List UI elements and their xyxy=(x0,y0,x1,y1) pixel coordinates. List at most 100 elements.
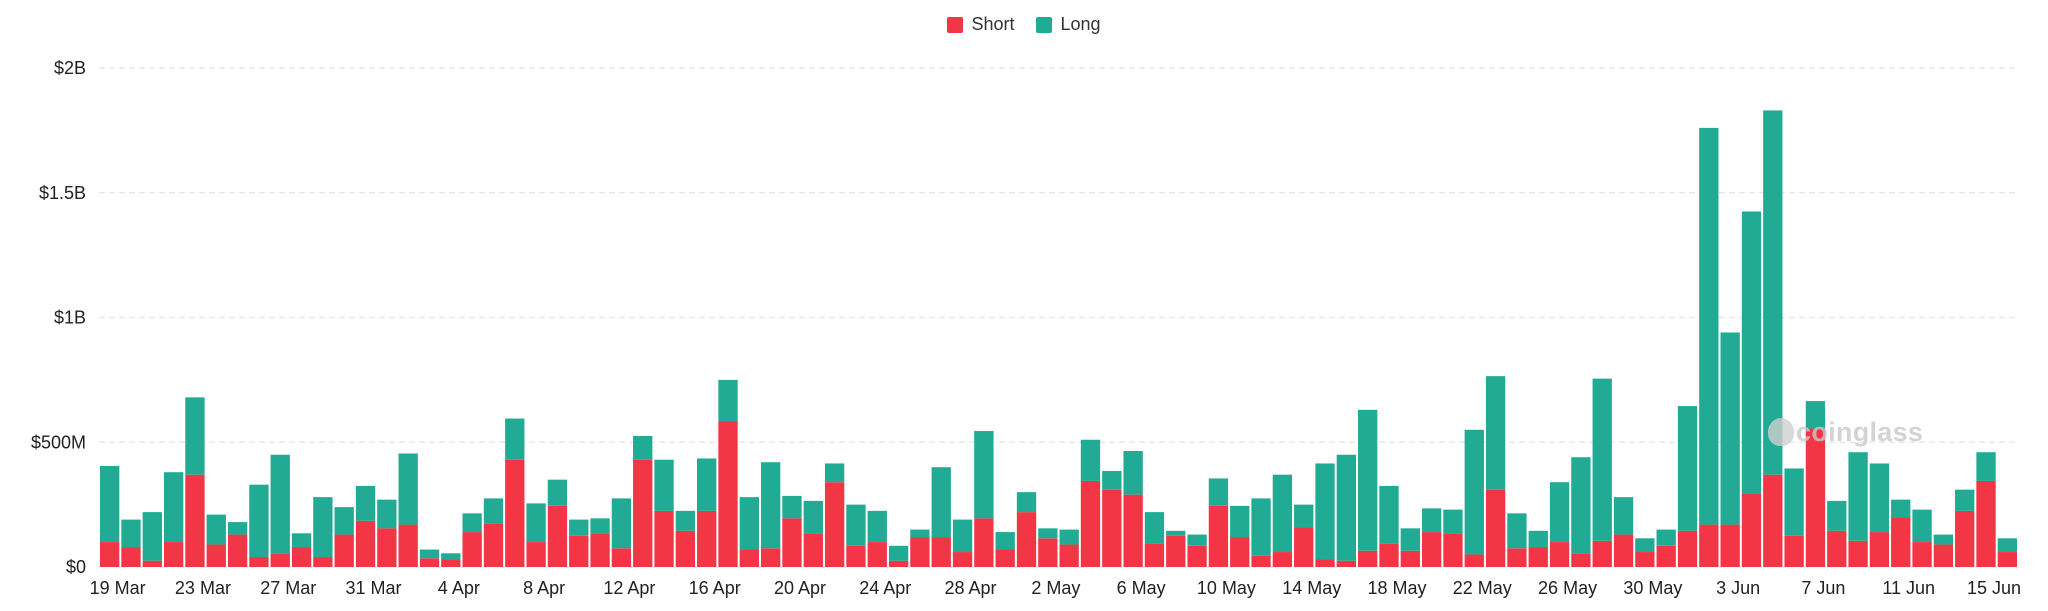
long-bar[interactable] xyxy=(334,507,354,535)
long-bar[interactable] xyxy=(1379,485,1399,544)
long-bar[interactable] xyxy=(867,510,887,543)
short-bar[interactable] xyxy=(334,534,354,567)
long-bar[interactable] xyxy=(100,465,120,543)
long-bar[interactable] xyxy=(142,512,162,561)
long-bar[interactable] xyxy=(1741,211,1762,494)
long-bar[interactable] xyxy=(1784,468,1804,536)
short-bar[interactable] xyxy=(1763,474,1783,567)
long-bar[interactable] xyxy=(718,379,738,422)
short-bar[interactable] xyxy=(1827,530,1847,567)
short-bar[interactable] xyxy=(355,520,376,567)
short-bar[interactable] xyxy=(1891,517,1911,567)
long-bar[interactable] xyxy=(1976,452,1996,481)
short-bar[interactable] xyxy=(1464,554,1484,567)
short-bar[interactable] xyxy=(1272,552,1293,567)
short-bar[interactable] xyxy=(1294,527,1314,567)
long-bar[interactable] xyxy=(1102,470,1122,490)
short-bar[interactable] xyxy=(1571,553,1591,567)
short-bar[interactable] xyxy=(163,542,184,567)
short-bar[interactable] xyxy=(1997,552,2017,567)
short-bar[interactable] xyxy=(803,533,823,567)
short-bar[interactable] xyxy=(121,547,141,567)
short-bar[interactable] xyxy=(1784,535,1804,567)
short-bar[interactable] xyxy=(227,534,248,567)
short-bar[interactable] xyxy=(291,547,312,567)
long-bar[interactable] xyxy=(1485,376,1506,490)
long-bar[interactable] xyxy=(1166,530,1186,536)
long-bar[interactable] xyxy=(163,472,184,543)
long-bar[interactable] xyxy=(824,463,845,483)
short-bar[interactable] xyxy=(590,533,610,567)
legend-item-short[interactable]: Short xyxy=(947,14,1014,35)
short-bar[interactable] xyxy=(1016,512,1037,567)
long-bar[interactable] xyxy=(1571,457,1591,554)
short-bar[interactable] xyxy=(1251,555,1271,567)
long-bar[interactable] xyxy=(1464,429,1484,555)
long-bar[interactable] xyxy=(1848,452,1868,541)
short-bar[interactable] xyxy=(1080,480,1101,567)
long-bar[interactable] xyxy=(1421,508,1442,533)
short-bar[interactable] xyxy=(1507,548,1527,567)
long-bar[interactable] xyxy=(1507,513,1527,549)
short-bar[interactable] xyxy=(142,560,162,567)
short-bar[interactable] xyxy=(1613,534,1634,567)
long-bar[interactable] xyxy=(1592,378,1612,541)
short-bar[interactable] xyxy=(739,549,759,567)
long-bar[interactable] xyxy=(1038,528,1058,539)
long-bar[interactable] xyxy=(739,497,759,550)
long-bar[interactable] xyxy=(355,485,376,521)
short-bar[interactable] xyxy=(526,542,546,567)
short-bar[interactable] xyxy=(910,537,930,567)
short-bar[interactable] xyxy=(846,545,866,567)
short-bar[interactable] xyxy=(1955,510,1975,567)
long-bar[interactable] xyxy=(398,453,418,525)
short-bar[interactable] xyxy=(824,482,845,567)
short-bar[interactable] xyxy=(867,542,887,567)
short-bar[interactable] xyxy=(1379,543,1399,567)
long-bar[interactable] xyxy=(206,514,226,545)
short-bar[interactable] xyxy=(441,559,461,567)
short-bar[interactable] xyxy=(888,560,909,567)
short-bar[interactable] xyxy=(270,553,290,567)
long-bar[interactable] xyxy=(419,549,440,559)
short-bar[interactable] xyxy=(1315,559,1335,567)
long-bar[interactable] xyxy=(995,532,1015,550)
long-bar[interactable] xyxy=(1080,439,1101,481)
long-bar[interactable] xyxy=(1997,538,2017,553)
long-bar[interactable] xyxy=(633,436,653,460)
short-bar[interactable] xyxy=(1421,532,1442,567)
short-bar[interactable] xyxy=(1400,550,1420,567)
short-bar[interactable] xyxy=(760,548,781,567)
long-bar[interactable] xyxy=(1699,127,1719,525)
long-bar[interactable] xyxy=(249,484,269,558)
short-bar[interactable] xyxy=(931,537,951,567)
long-bar[interactable] xyxy=(1549,482,1570,543)
long-bar[interactable] xyxy=(1144,512,1165,544)
short-bar[interactable] xyxy=(249,557,269,567)
short-bar[interactable] xyxy=(313,557,333,567)
long-bar[interactable] xyxy=(313,497,333,558)
long-bar[interactable] xyxy=(1336,454,1357,561)
long-bar[interactable] xyxy=(1677,406,1698,531)
long-bar[interactable] xyxy=(1315,463,1335,560)
long-bar[interactable] xyxy=(1251,498,1271,556)
long-bar[interactable] xyxy=(1891,499,1911,518)
long-bar[interactable] xyxy=(654,459,674,511)
long-bar[interactable] xyxy=(569,519,589,536)
short-bar[interactable] xyxy=(1336,560,1357,567)
short-bar[interactable] xyxy=(1592,540,1612,567)
long-bar[interactable] xyxy=(1016,492,1037,513)
long-bar[interactable] xyxy=(1656,529,1676,546)
long-bar[interactable] xyxy=(185,397,205,475)
long-bar[interactable] xyxy=(1635,538,1655,553)
short-bar[interactable] xyxy=(569,535,589,567)
short-bar[interactable] xyxy=(974,518,994,567)
short-bar[interactable] xyxy=(1123,494,1143,567)
long-bar[interactable] xyxy=(931,467,951,538)
short-bar[interactable] xyxy=(1144,543,1165,567)
short-bar[interactable] xyxy=(419,558,440,567)
long-bar[interactable] xyxy=(1933,534,1954,545)
long-bar[interactable] xyxy=(1528,530,1548,548)
long-bar[interactable] xyxy=(1123,450,1143,495)
short-bar[interactable] xyxy=(1443,533,1463,567)
